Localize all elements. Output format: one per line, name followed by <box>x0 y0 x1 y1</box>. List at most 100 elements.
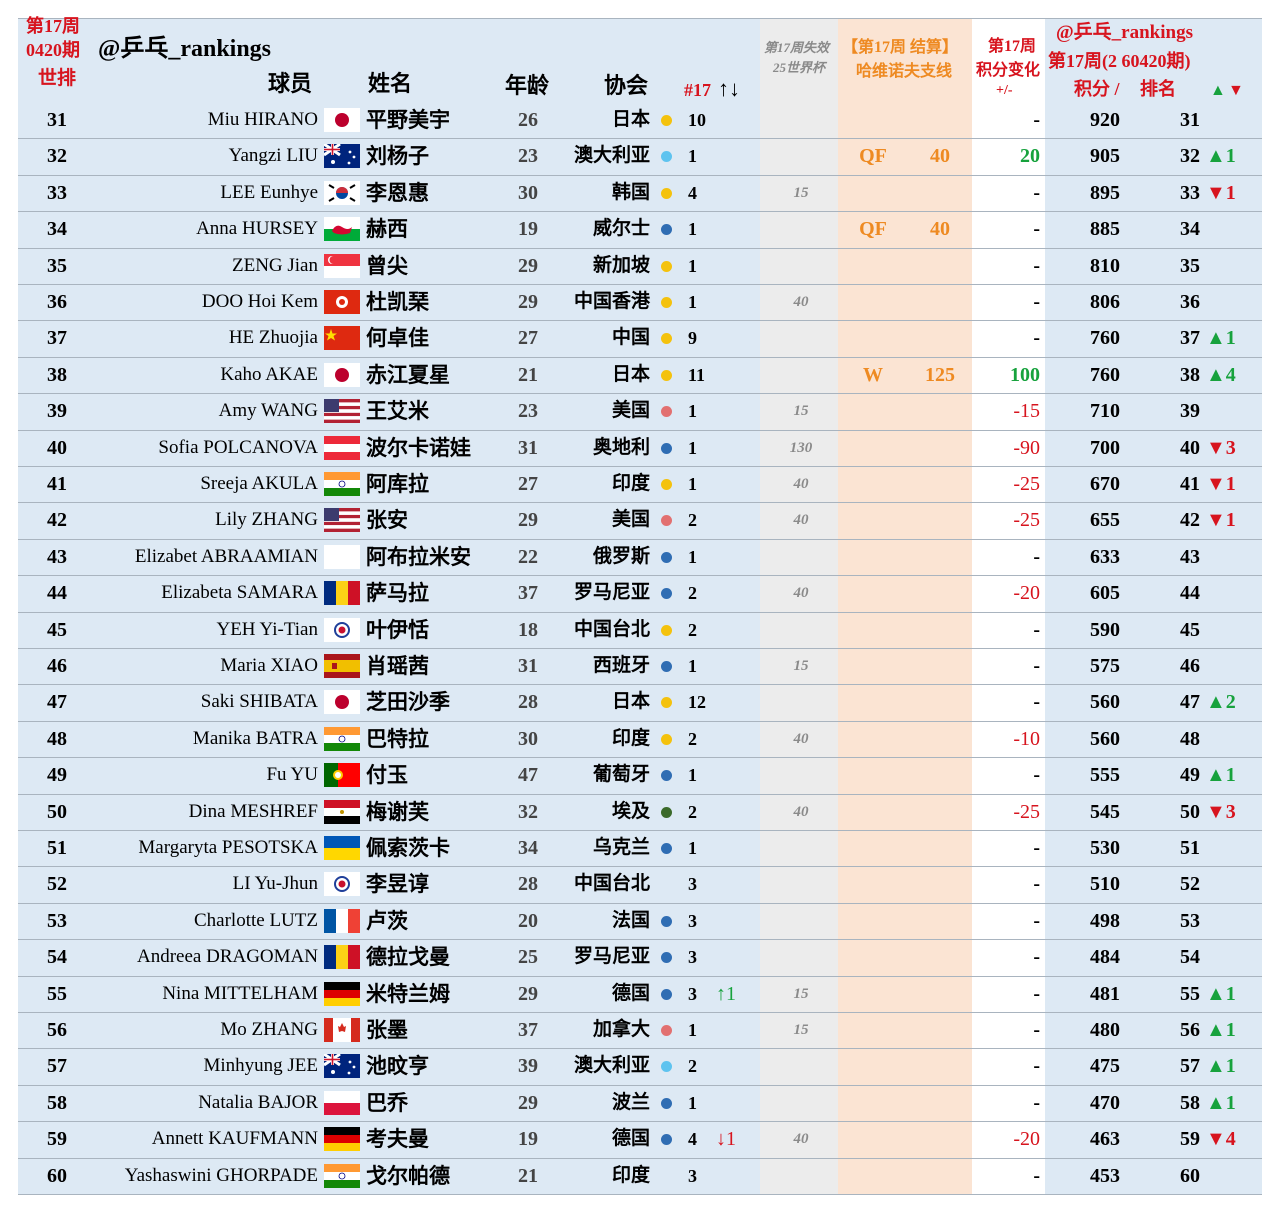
points: 498 <box>1090 909 1120 932</box>
row-rule <box>18 975 1262 977</box>
header-assoc: 协会 <box>604 73 649 98</box>
rank: 46 <box>47 655 67 677</box>
assoc-dot <box>661 406 672 418</box>
age: 25 <box>518 946 538 969</box>
points-change: - <box>1033 1019 1040 1041</box>
player-cn: 曾尖 <box>366 253 408 278</box>
assoc: 澳大利亚 <box>573 145 650 167</box>
points: 560 <box>1090 691 1120 714</box>
new-rank: 58 <box>1180 1091 1200 1114</box>
assoc: 中国台北 <box>573 618 650 640</box>
player-cn: 阿库拉 <box>366 472 429 496</box>
assoc-dot <box>661 297 672 308</box>
assoc: 印度 <box>611 727 650 749</box>
player-en: Elizabet ABRAAMIAN <box>134 545 318 567</box>
assoc: 德国 <box>611 1128 650 1150</box>
age: 47 <box>518 764 538 787</box>
rank: 32 <box>47 145 67 168</box>
assoc: 新加坡 <box>592 254 650 276</box>
assoc-dot <box>661 697 672 709</box>
row-rule <box>18 1194 1262 1195</box>
count: 1 <box>688 219 697 240</box>
assoc-dot <box>661 551 672 563</box>
rank-change: ▼1 <box>1206 473 1236 495</box>
player-en: Lily ZHANG <box>215 509 318 531</box>
age: 23 <box>518 145 538 168</box>
assoc-dot <box>661 333 672 345</box>
count: 2 <box>688 728 697 749</box>
assoc-dot <box>661 661 672 672</box>
player-en: HE Zhuojia <box>228 327 318 349</box>
rank-change: ▲1 <box>1206 764 1236 787</box>
flag <box>324 544 360 569</box>
new-rank: 46 <box>1180 655 1200 677</box>
player-en: Miu HIRANO <box>207 109 318 130</box>
new-rank: 57 <box>1180 1055 1200 1078</box>
flag <box>324 399 360 424</box>
new-rank: 47 <box>1180 691 1200 714</box>
points: 885 <box>1090 218 1120 241</box>
header-count-arrows: ↑↓ <box>718 76 740 101</box>
points: 560 <box>1090 727 1120 750</box>
rank: 54 <box>47 946 67 969</box>
age: 22 <box>518 545 538 568</box>
assoc: 印度 <box>611 1164 650 1186</box>
assoc: 罗马尼亚 <box>573 946 650 968</box>
player-cn: 刘杨子 <box>366 144 429 169</box>
rank: 56 <box>47 1019 67 1041</box>
row-rule <box>18 830 1262 831</box>
row-rule <box>18 720 1262 722</box>
rank: 42 <box>47 509 67 532</box>
flag <box>324 362 360 387</box>
count: 2 <box>688 619 697 640</box>
rank-change: ▼1 <box>1206 509 1236 532</box>
rank: 33 <box>47 181 67 204</box>
player-cn: 德拉戈曼 <box>366 945 450 970</box>
new-rank: 55 <box>1180 982 1200 1005</box>
new-rank: 54 <box>1180 946 1200 969</box>
count: 11 <box>688 364 706 385</box>
points: 590 <box>1090 618 1120 641</box>
assoc: 韩国 <box>611 181 650 203</box>
age: 19 <box>518 218 538 241</box>
rank: 36 <box>47 291 67 313</box>
flag <box>324 1054 360 1079</box>
age: 29 <box>518 254 538 277</box>
lost-points: 40 <box>793 585 809 602</box>
new-rank: 42 <box>1180 509 1200 532</box>
points-change: -25 <box>1013 800 1040 823</box>
assoc: 埃及 <box>611 800 650 822</box>
points-change: -20 <box>1013 1128 1040 1151</box>
assoc: 日本 <box>611 109 650 130</box>
row-rule <box>18 1157 1262 1159</box>
player-cn: 何卓佳 <box>366 326 429 351</box>
header-player: 球员 <box>268 71 313 96</box>
points-change: - <box>1033 545 1040 568</box>
age: 26 <box>518 109 538 131</box>
header-change-label: 积分变化 <box>976 62 1041 79</box>
new-rank: 34 <box>1180 218 1200 241</box>
assoc-dot <box>661 369 672 381</box>
points: 510 <box>1090 873 1120 896</box>
player-en: Andreea DRAGOMAN <box>137 946 318 968</box>
new-rank: 60 <box>1180 1164 1200 1187</box>
flag <box>324 908 360 933</box>
lost-points: 40 <box>793 476 809 492</box>
points: 895 <box>1090 181 1120 204</box>
rank: 58 <box>47 1091 67 1114</box>
rank: 38 <box>47 363 67 386</box>
player-en: Mo ZHANG <box>220 1019 318 1040</box>
points-change: - <box>1033 109 1040 131</box>
flag <box>324 290 360 314</box>
player-en: Saki SHIBATA <box>200 691 318 713</box>
rank-change: ▲2 <box>1206 691 1236 714</box>
points-change: - <box>1033 181 1040 204</box>
new-rank: 40 <box>1180 436 1200 459</box>
lost-points: 40 <box>793 1131 809 1148</box>
player-en: Amy WANG <box>218 400 318 422</box>
flag <box>324 435 360 460</box>
result-points: 40 <box>930 218 950 241</box>
lost-points: 40 <box>793 294 809 310</box>
assoc-dot <box>661 1134 672 1146</box>
